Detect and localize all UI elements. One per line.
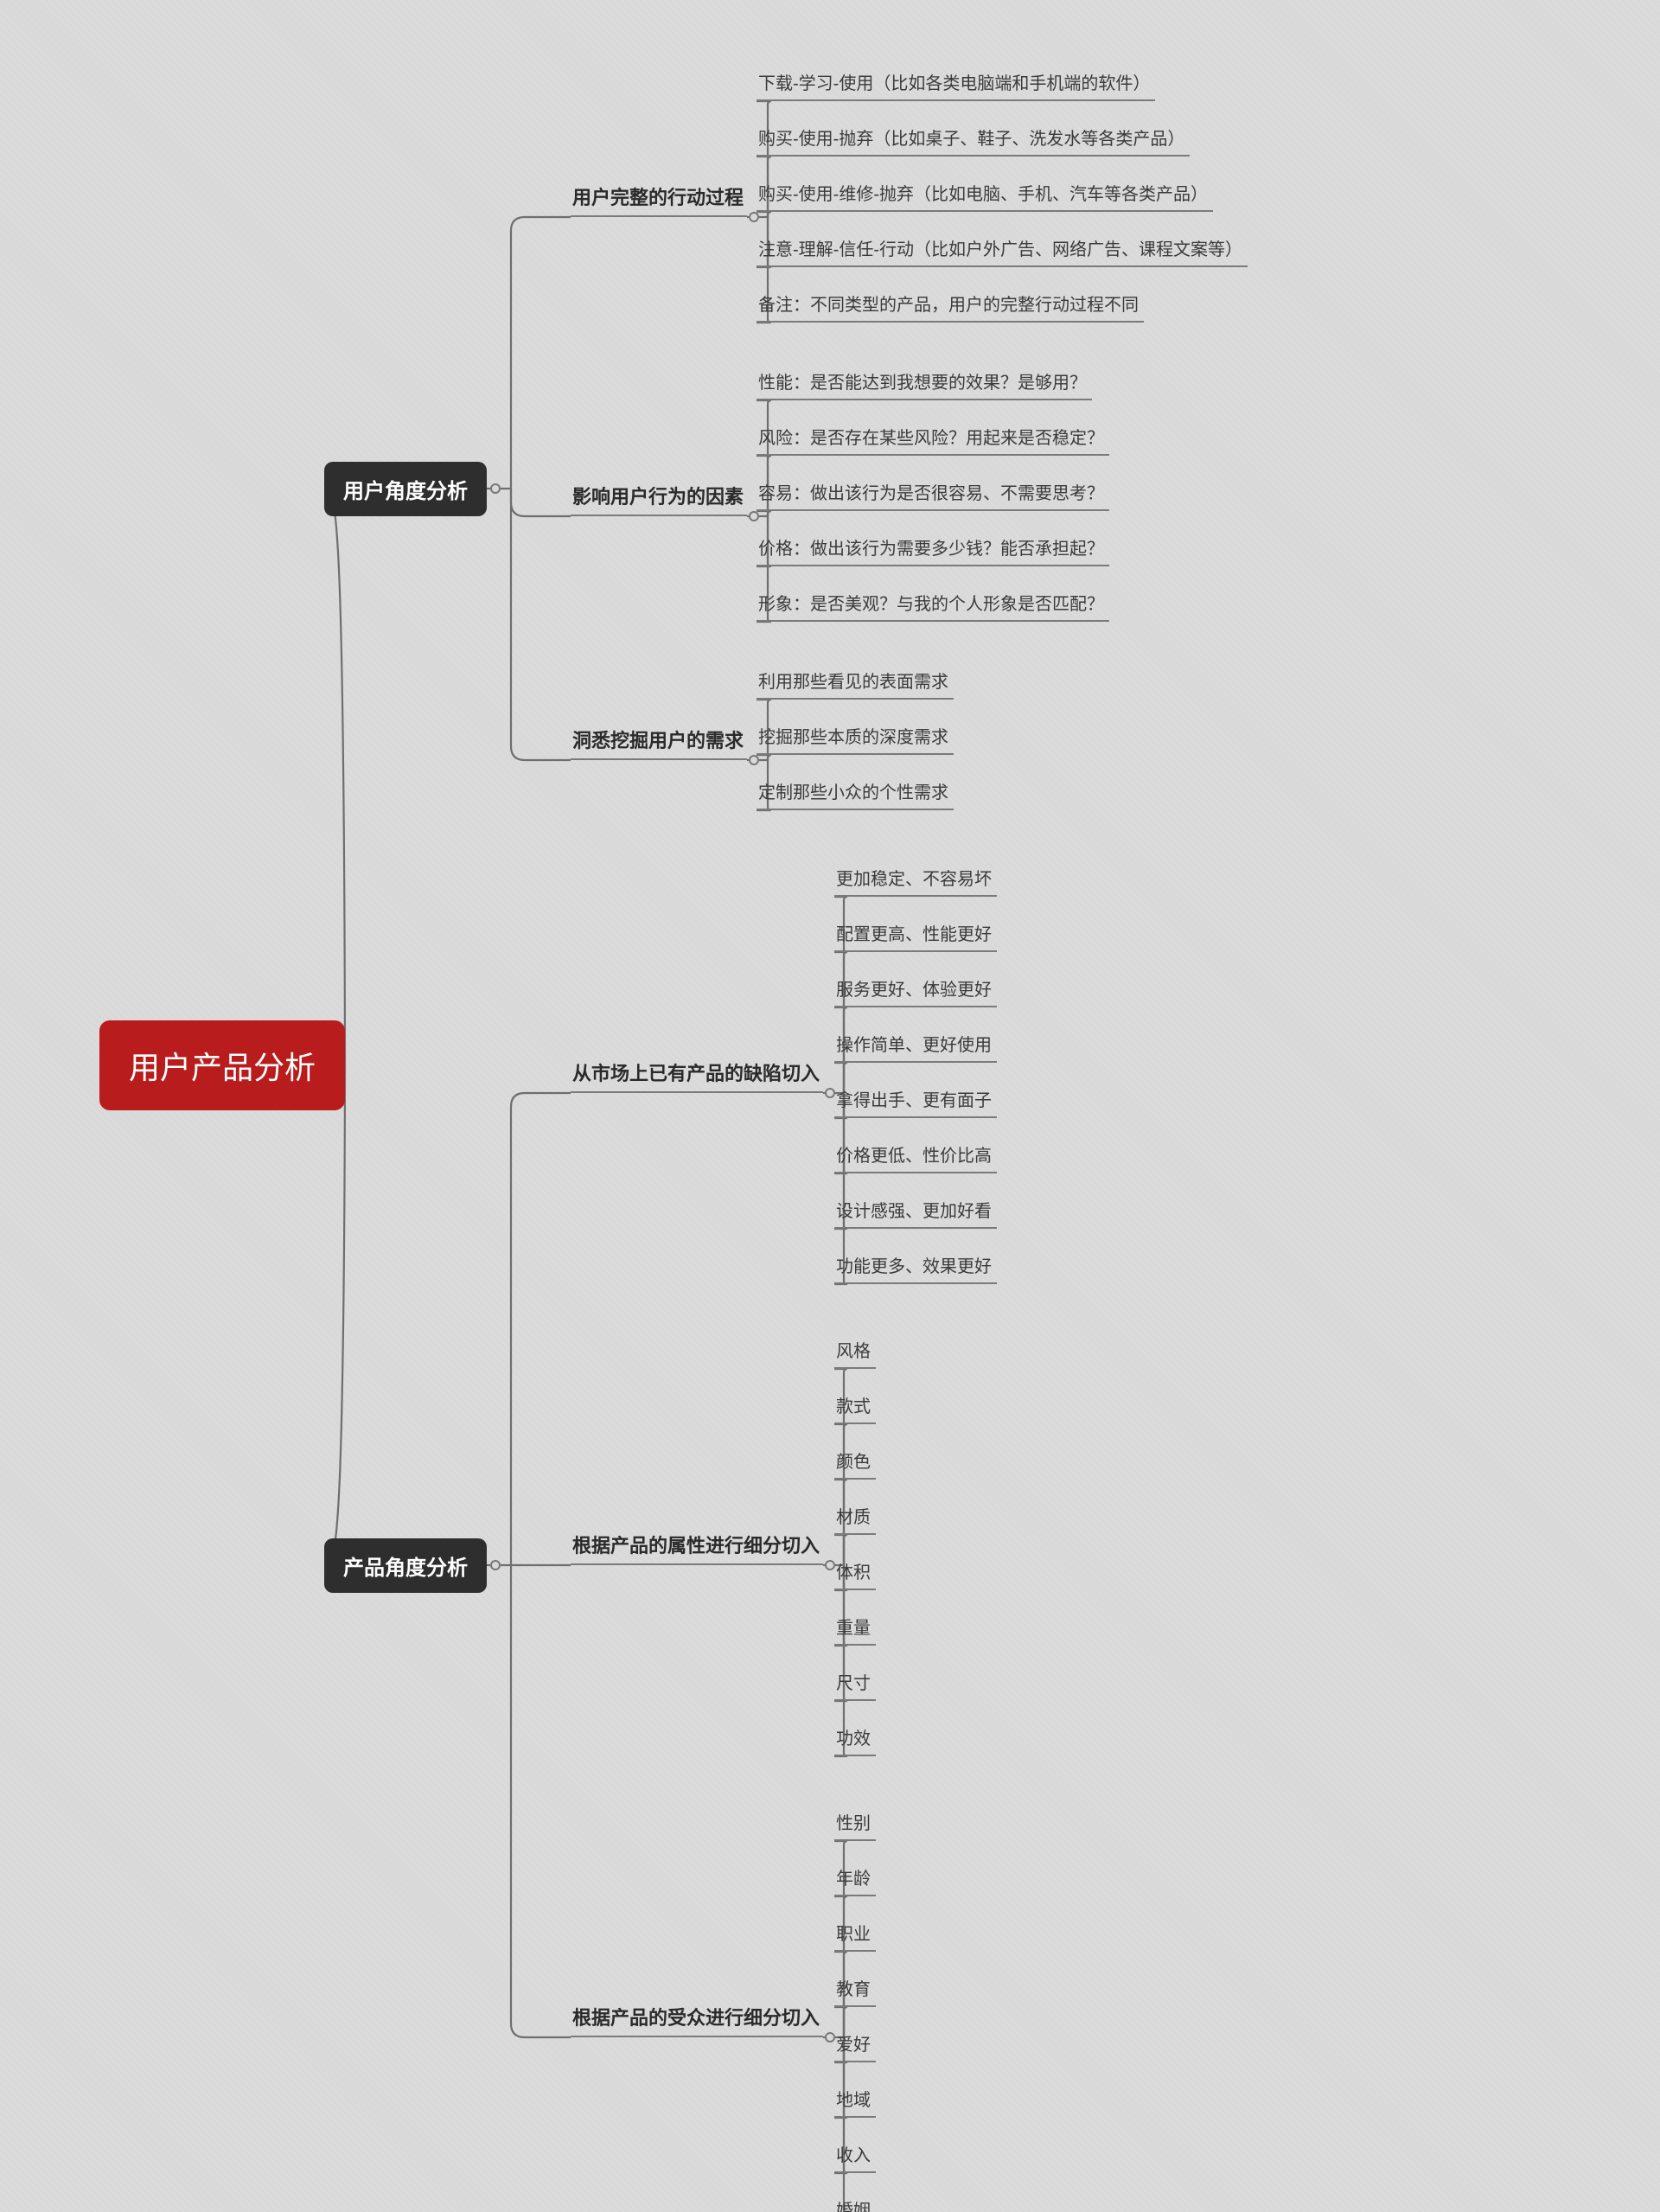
leaf-node: 收入 — [834, 2141, 876, 2173]
sub-market-defects[interactable]: 从市场上已有产品的缺陷切入 — [571, 1058, 823, 1093]
sub-product-attributes[interactable]: 根据产品的属性进行细分切入 — [571, 1531, 823, 1565]
root-node[interactable]: 用户产品分析 — [99, 1020, 345, 1110]
leaf-node: 婚姻 — [834, 2196, 876, 2212]
leaf-node: 尺寸 — [834, 1669, 876, 1701]
collapse-toggle-icon[interactable] — [825, 1560, 835, 1570]
leaf-node: 材质 — [834, 1503, 876, 1535]
collapse-toggle-icon[interactable] — [749, 511, 759, 521]
branch-user-analysis[interactable]: 用户角度分析 — [324, 462, 487, 516]
leaf-node: 性能：是否能达到我想要的效果？是够用？ — [757, 368, 1092, 400]
leaf-node: 购买-使用-维修-抛弃（比如电脑、手机、汽车等各类产品） — [757, 180, 1213, 212]
leaf-node: 挖掘那些本质的深度需求 — [757, 723, 954, 755]
leaf-node: 体积 — [834, 1558, 876, 1590]
leaf-node: 风险：是否存在某些风险？用起来是否稳定？ — [757, 424, 1109, 456]
leaf-node: 颜色 — [834, 1448, 876, 1480]
leaf-node: 功能更多、效果更好 — [834, 1252, 997, 1284]
leaf-node: 风格 — [834, 1337, 876, 1369]
collapse-toggle-icon[interactable] — [749, 755, 759, 765]
leaf-node: 重量 — [834, 1614, 876, 1646]
leaf-node: 注意-理解-信任-行动（比如户外广告、网络广告、课程文案等） — [757, 235, 1248, 267]
leaf-node: 备注：不同类型的产品，用户的完整行动过程不同 — [757, 291, 1144, 323]
branch-product-analysis[interactable]: 产品角度分析 — [324, 1538, 487, 1593]
leaf-node: 形象：是否美观？与我的个人形象是否匹配？ — [757, 590, 1109, 622]
leaf-node: 容易：做出该行为是否很容易、不需要思考？ — [757, 479, 1109, 511]
collapse-toggle-icon[interactable] — [749, 212, 759, 222]
leaf-node: 设计感强、更加好看 — [834, 1197, 997, 1229]
leaf-node: 教育 — [834, 1975, 876, 2007]
collapse-toggle-icon[interactable] — [490, 483, 501, 494]
leaf-node: 性别 — [834, 1809, 876, 1841]
sub-product-audience[interactable]: 根据产品的受众进行细分切入 — [571, 2003, 823, 2037]
leaf-node: 地域 — [834, 2086, 876, 2118]
leaf-node: 服务更好、体验更好 — [834, 975, 997, 1007]
leaf-node: 购买-使用-抛弃（比如桌子、鞋子、洗发水等各类产品） — [757, 125, 1190, 157]
leaf-node: 定制那些小众的个性需求 — [757, 778, 954, 810]
leaf-node: 价格：做出该行为需要多少钱？能否承担起？ — [757, 534, 1109, 566]
leaf-node: 功效 — [834, 1724, 876, 1756]
leaf-node: 更加稳定、不容易坏 — [834, 865, 997, 897]
leaf-node: 价格更低、性价比高 — [834, 1141, 997, 1173]
collapse-toggle-icon[interactable] — [490, 1560, 501, 1570]
sub-user-behavior-factors[interactable]: 影响用户行为的因素 — [571, 482, 747, 516]
leaf-node: 爱好 — [834, 2030, 876, 2062]
leaf-node: 年龄 — [834, 1864, 876, 1896]
leaf-node: 配置更高、性能更好 — [834, 920, 997, 952]
sub-user-needs-insight[interactable]: 洞悉挖掘用户的需求 — [571, 726, 747, 760]
leaf-node: 操作简单、更好使用 — [834, 1031, 997, 1063]
leaf-node: 下载-学习-使用（比如各类电脑端和手机端的软件） — [757, 69, 1155, 101]
leaf-node: 款式 — [834, 1392, 876, 1424]
sub-user-action-process[interactable]: 用户完整的行动过程 — [571, 182, 747, 217]
collapse-toggle-icon[interactable] — [825, 2032, 835, 2043]
leaf-node: 职业 — [834, 1920, 876, 1952]
leaf-node: 拿得出手、更有面子 — [834, 1086, 997, 1118]
collapse-toggle-icon[interactable] — [825, 1088, 835, 1098]
leaf-node: 利用那些看见的表面需求 — [757, 668, 954, 700]
